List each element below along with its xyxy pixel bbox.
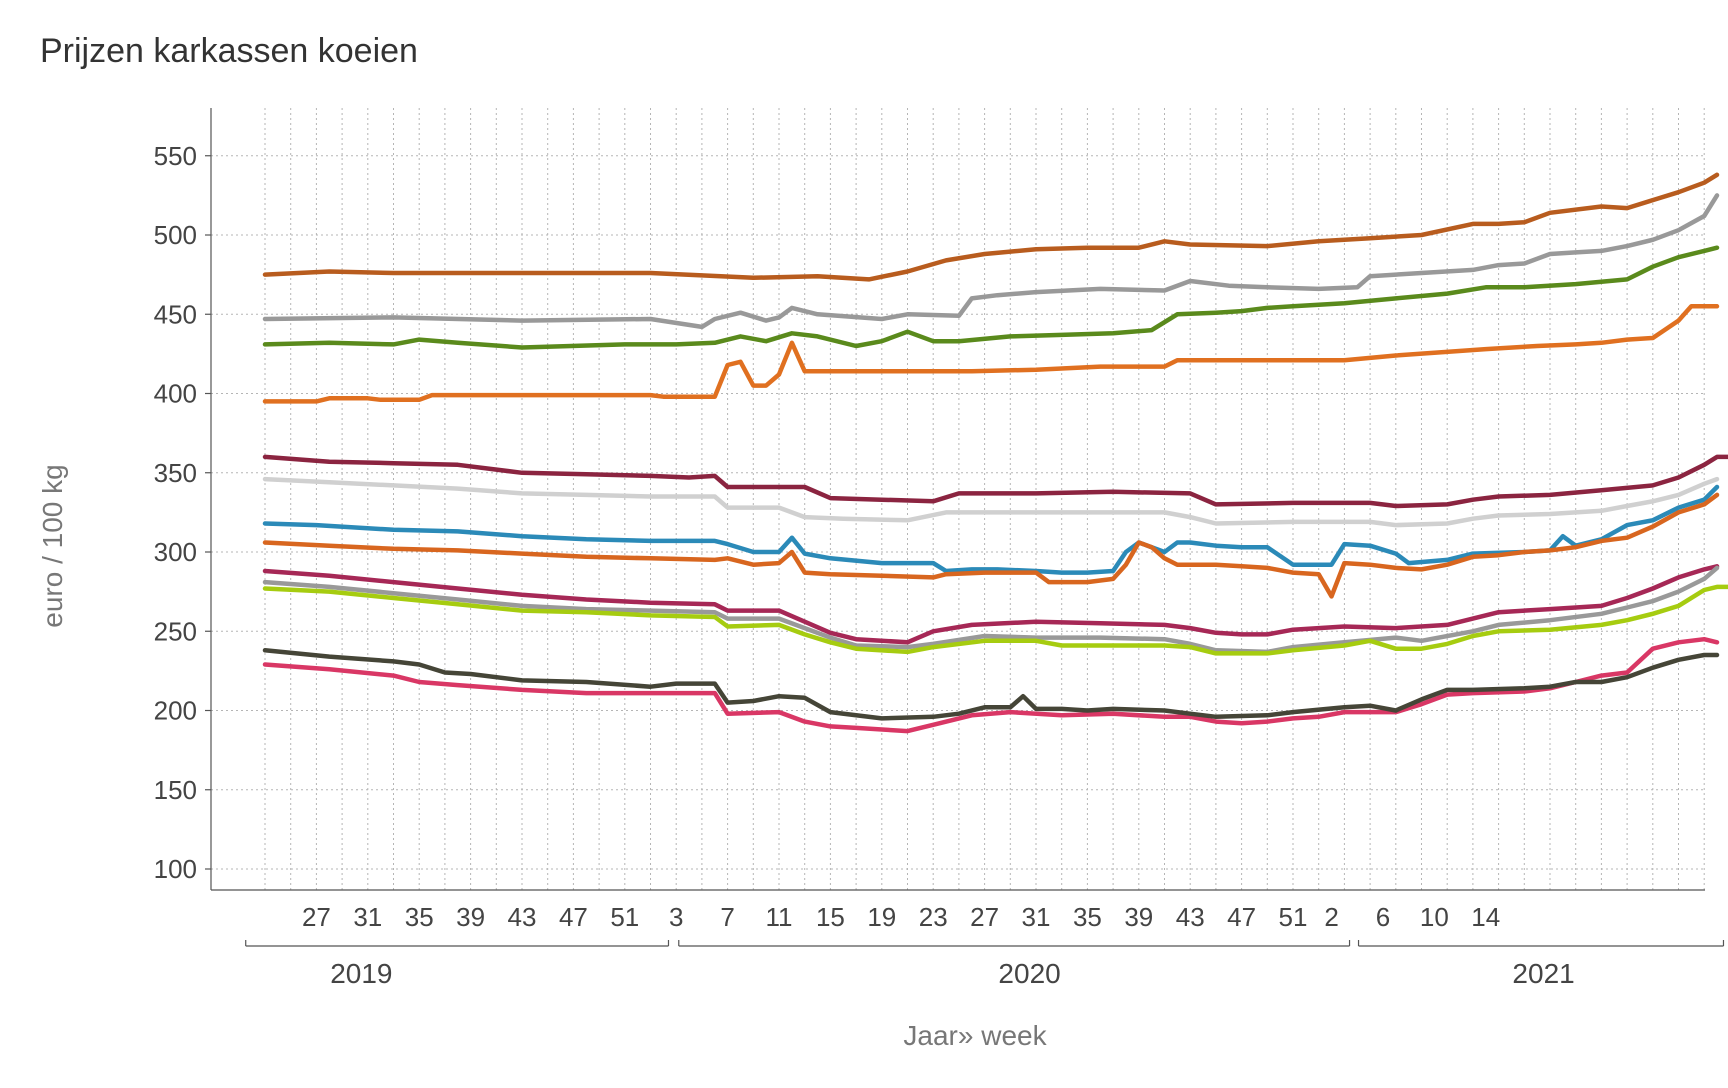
- x-tick-label: 27: [970, 902, 999, 932]
- x-tick-label: 51: [1279, 902, 1308, 932]
- y-tick-label: 150: [154, 775, 197, 805]
- x-tick-label: 6: [1376, 902, 1390, 932]
- series-line-ds3: [262, 193, 1720, 330]
- x-tick-label: 43: [508, 902, 537, 932]
- x-tick-label: 11: [766, 902, 793, 932]
- y-tick-label: 100: [154, 854, 197, 884]
- series-line-de3: [262, 304, 1720, 404]
- series-line-dr3-orange: [262, 492, 1720, 599]
- x-tick-labels: 27 31 35 39 43 47 51 3 7 11 15 19 23 27 31 35 39 43 47 51 2 6…: [302, 902, 1500, 932]
- series-line-du2: [262, 454, 1728, 509]
- x-tick-label: 2: [1324, 902, 1338, 932]
- axes: [210, 108, 1705, 891]
- x-axis-title: Jaar» week: [903, 1020, 1047, 1051]
- series-line-do3: [262, 565, 1720, 655]
- x-tick-label: 15: [816, 902, 845, 932]
- series-line-dp2: [262, 648, 1720, 721]
- series-lines: [262, 172, 1728, 734]
- x-tick-label: 27: [302, 902, 331, 932]
- x-tick-label: 14: [1471, 902, 1500, 932]
- chart-title: Prijzen karkassen koeien: [40, 32, 418, 70]
- x-tick-label: 47: [559, 902, 588, 932]
- x-tick-label: 10: [1420, 902, 1449, 932]
- x-tick-label: 39: [1124, 902, 1153, 932]
- y-tick-label: 550: [154, 141, 197, 171]
- x-tick-label: 39: [456, 902, 485, 932]
- series-line-do2: [262, 564, 1720, 645]
- year-labels: 2019 2020 2021: [245, 940, 1725, 989]
- x-tick-label: 51: [610, 902, 639, 932]
- y-tick-label: 250: [154, 616, 197, 646]
- series-line-do4: [262, 584, 1728, 656]
- series-line-dr2: [262, 484, 1720, 575]
- y-tick-label: 200: [154, 696, 197, 726]
- x-tick-label: 23: [919, 902, 948, 932]
- x-tick-label: 35: [405, 902, 434, 932]
- x-tick-label: 35: [1073, 902, 1102, 932]
- series-line-dp3: [262, 636, 1720, 734]
- x-tick-label: 7: [720, 902, 734, 932]
- x-tick-label: 31: [1022, 902, 1051, 932]
- year-label: 2020: [998, 958, 1060, 989]
- x-tick-label: 3: [669, 902, 683, 932]
- x-tick-label: 47: [1227, 902, 1256, 932]
- year-label: 2019: [330, 958, 392, 989]
- y-tick-label: 400: [154, 379, 197, 409]
- y-tick-label: 450: [154, 299, 197, 329]
- x-tick-label: 19: [867, 902, 896, 932]
- year-label: 2021: [1512, 958, 1574, 989]
- series-line-de2: [262, 245, 1720, 350]
- x-tick-label: 31: [353, 902, 382, 932]
- grid-lines: [211, 108, 1705, 890]
- y-axis-title: euro / 100 kg: [37, 464, 68, 627]
- y-tick-label: 300: [154, 537, 197, 567]
- y-tick-label: 350: [154, 458, 197, 488]
- series-line-dr3: [262, 476, 1720, 528]
- x-tick-label: 43: [1176, 902, 1205, 932]
- series-line-ds2: [262, 172, 1720, 282]
- y-tick-label: 500: [154, 220, 197, 250]
- y-tick-labels: 100 150 200 250 300 350 400 450 500 550: [154, 141, 211, 884]
